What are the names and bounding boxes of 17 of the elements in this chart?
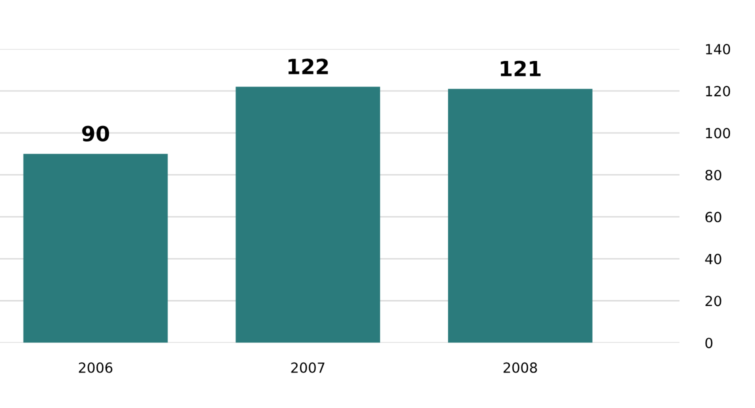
data-label: 121 (500, 60, 541, 76)
data-label: 122 (288, 58, 328, 74)
bar (23, 154, 168, 343)
y-tick-label: 60 (705, 212, 722, 222)
y-tick-label: 120 (706, 86, 730, 96)
y-tick-label: 0 (705, 338, 712, 348)
y-tick-label: 140 (706, 44, 730, 54)
x-tick-label: 2006 (78, 362, 112, 373)
bar (448, 88, 592, 343)
x-tick-label: 2008 (504, 362, 537, 373)
y-tick-label: 20 (706, 296, 722, 306)
bar (236, 86, 380, 343)
x-tick-label: 2007 (291, 362, 324, 373)
y-tick-label: 100 (706, 128, 730, 138)
y-tick-label: 80 (705, 170, 722, 180)
data-label: 90 (82, 126, 110, 142)
y-tick-label: 40 (705, 254, 722, 264)
